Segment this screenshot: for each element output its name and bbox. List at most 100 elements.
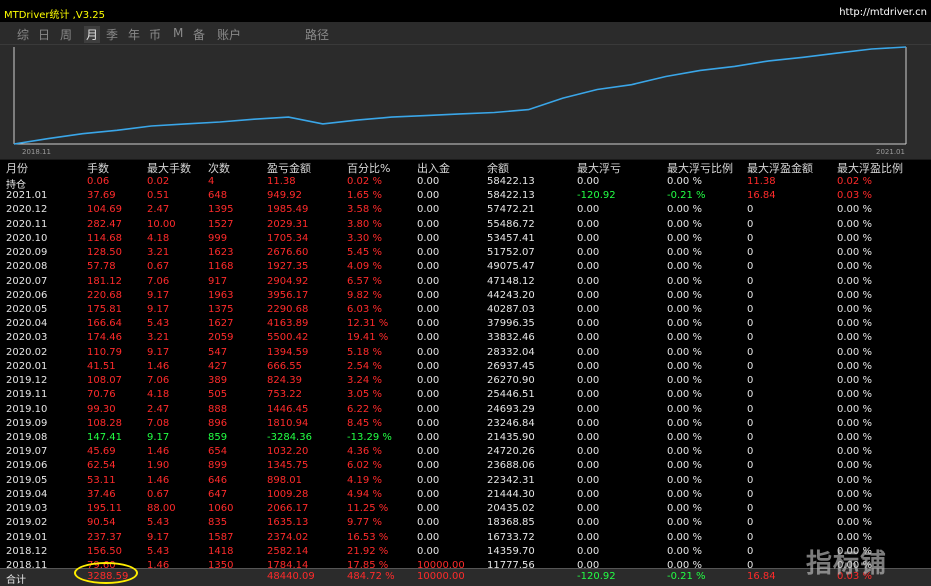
table-row: 2020.05 175.81 9.17 1375 2290.68 6.03 % 0.00 40… [4, 303, 931, 317]
table-row: 2019.12 108.07 7.06 389 824.39 3.24 % 0.00 2627… [4, 374, 931, 388]
table-cell: 108.28 [87, 418, 122, 429]
tab-10[interactable]: 路径 [305, 28, 330, 42]
table-cell: 0.00 % [667, 332, 702, 343]
table-cell: 2019.10 [6, 404, 48, 415]
tab-2[interactable]: 周 [60, 28, 73, 42]
table-cell: 7.06 [147, 375, 170, 386]
table-cell: 0.00 % [837, 475, 872, 486]
tab-6[interactable]: 币 [149, 28, 162, 42]
table-cell: 0.00 % [667, 418, 702, 429]
table-cell: 0.00 [577, 489, 600, 500]
table-cell: 2020.01 [6, 361, 48, 372]
table-cell: 3.80 % [347, 219, 382, 230]
table-cell: 2020.10 [6, 233, 48, 244]
title-bar: MTDriver统计 ,V3.25 http://mtdriver.cn [0, 0, 931, 22]
table-row: 2019.04 37.46 0.67 647 1009.28 4.94 % 0.00 2144… [4, 488, 931, 502]
table-cell: 237.37 [87, 532, 122, 543]
equity-chart: 2018.11 2021.01 [0, 44, 931, 160]
table-cell: 20435.02 [487, 503, 535, 514]
tab-5[interactable]: 年 [128, 28, 141, 42]
table-cell: 41.51 [87, 361, 116, 372]
table-cell: 0 [747, 546, 754, 557]
tab-3[interactable]: 月 [84, 26, 101, 43]
header-cell[interactable]: 最大浮盈金额 [747, 162, 813, 175]
tab-9[interactable]: 账户 [217, 28, 242, 42]
table-cell: 1375 [208, 304, 234, 315]
table-cell: 0.00 [417, 389, 440, 400]
table-cell: 0.00 [577, 475, 600, 486]
equity-line [13, 46, 907, 145]
table-cell: 0 [747, 261, 754, 272]
table-cell: 5500.42 [267, 332, 309, 343]
table-cell: 23688.06 [487, 460, 535, 471]
table-cell: 16.53 % [347, 532, 389, 543]
header-cell[interactable]: 手数 [87, 162, 109, 175]
table-cell: 896 [208, 418, 228, 429]
table-cell: 1395 [208, 204, 234, 215]
table-cell: 6.03 % [347, 304, 382, 315]
table-cell: 0.00 [577, 517, 600, 528]
table-cell: 0.00 [417, 418, 440, 429]
table-cell: 5.45 % [347, 247, 382, 258]
table-cell: 0.00 % [837, 318, 872, 329]
table-cell: 0 [747, 247, 754, 258]
table-cell: -13.29 % [347, 432, 392, 443]
table-cell: 0 [747, 532, 754, 543]
header-cell[interactable]: 次数 [208, 162, 230, 175]
header-cell[interactable]: 百分比% [347, 162, 391, 175]
table-cell: 44243.20 [487, 290, 535, 301]
table-cell: 9.82 % [347, 290, 382, 301]
table-cell: 16733.72 [487, 532, 535, 543]
table-cell: 1810.94 [267, 418, 309, 429]
table-cell: 0.00 % [667, 404, 702, 415]
table-cell: 0.00 % [837, 361, 872, 372]
table-cell: 666.55 [267, 361, 302, 372]
table-cell: 2020.07 [6, 276, 48, 287]
header-cell[interactable]: 盈亏金额 [267, 162, 311, 175]
header-cell[interactable]: 出入金 [417, 162, 450, 175]
header-cell[interactable]: 月份 [6, 162, 28, 175]
table-cell: 0.00 % [837, 446, 872, 457]
header-cell[interactable]: 余额 [487, 162, 509, 175]
table-cell: 1345.75 [267, 460, 309, 471]
header-cell[interactable]: 最大浮亏 [577, 162, 621, 175]
table-cell: 0.00 % [837, 204, 872, 215]
tab-1[interactable]: 日 [38, 28, 51, 42]
tab-7[interactable]: M [173, 26, 184, 40]
table-cell: 647 [208, 489, 228, 500]
table-cell: 835 [208, 517, 228, 528]
table-cell: 0.00 % [667, 204, 702, 215]
table-cell: 0.00 [417, 532, 440, 543]
total-row: 合计 3288.59 48440.09 484.72 % 10000.00 -120.92… [0, 568, 931, 586]
total-cell: 0.03 % [837, 571, 872, 582]
table-cell: 2020.05 [6, 304, 48, 315]
site-link[interactable]: http://mtdriver.cn [839, 7, 927, 18]
table-cell: 0.00 [577, 204, 600, 215]
header-cell[interactable]: 最大浮亏比例 [667, 162, 733, 175]
table-cell: 0.00 % [837, 532, 872, 543]
table-row: 2020.03 174.46 3.21 2059 5500.42 19.41 % 0.00 3… [4, 331, 931, 345]
equity-chart-svg: 2018.11 2021.01 [13, 46, 907, 156]
table-cell: 2676.60 [267, 247, 309, 258]
table-cell: 5.43 [147, 517, 170, 528]
table-cell: 11.38 [747, 176, 776, 187]
table-cell: 8.45 % [347, 418, 382, 429]
table-cell: 0 [747, 276, 754, 287]
table-row: 2020.02 110.79 9.17 547 1394.59 5.18 % 0.00 283… [4, 346, 931, 360]
chart-end-label: 2021.01 [876, 148, 905, 156]
table-cell: 0.00 [577, 318, 600, 329]
table-cell: 5.43 [147, 546, 170, 557]
table-row: 2019.10 99.30 2.47 888 1446.45 6.22 % 0.00 2469… [4, 403, 931, 417]
table-cell: 1623 [208, 247, 234, 258]
table-row: 2020.06 220.68 9.17 1963 3956.17 9.82 % 0.00 44… [4, 289, 931, 303]
header-cell[interactable]: 最大手数 [147, 162, 191, 175]
header-cell[interactable]: 最大浮盈比例 [837, 162, 903, 175]
table-cell: 2019.05 [6, 475, 48, 486]
watermark-logo: 指标铺 [806, 549, 888, 579]
table-cell: 0.00 [417, 546, 440, 557]
tab-4[interactable]: 季 [106, 28, 119, 42]
table-cell: 0.00 % [837, 489, 872, 500]
table-cell: 0.00 [577, 332, 600, 343]
tab-8[interactable]: 备 [193, 28, 206, 42]
tab-0[interactable]: 综 [17, 28, 30, 42]
